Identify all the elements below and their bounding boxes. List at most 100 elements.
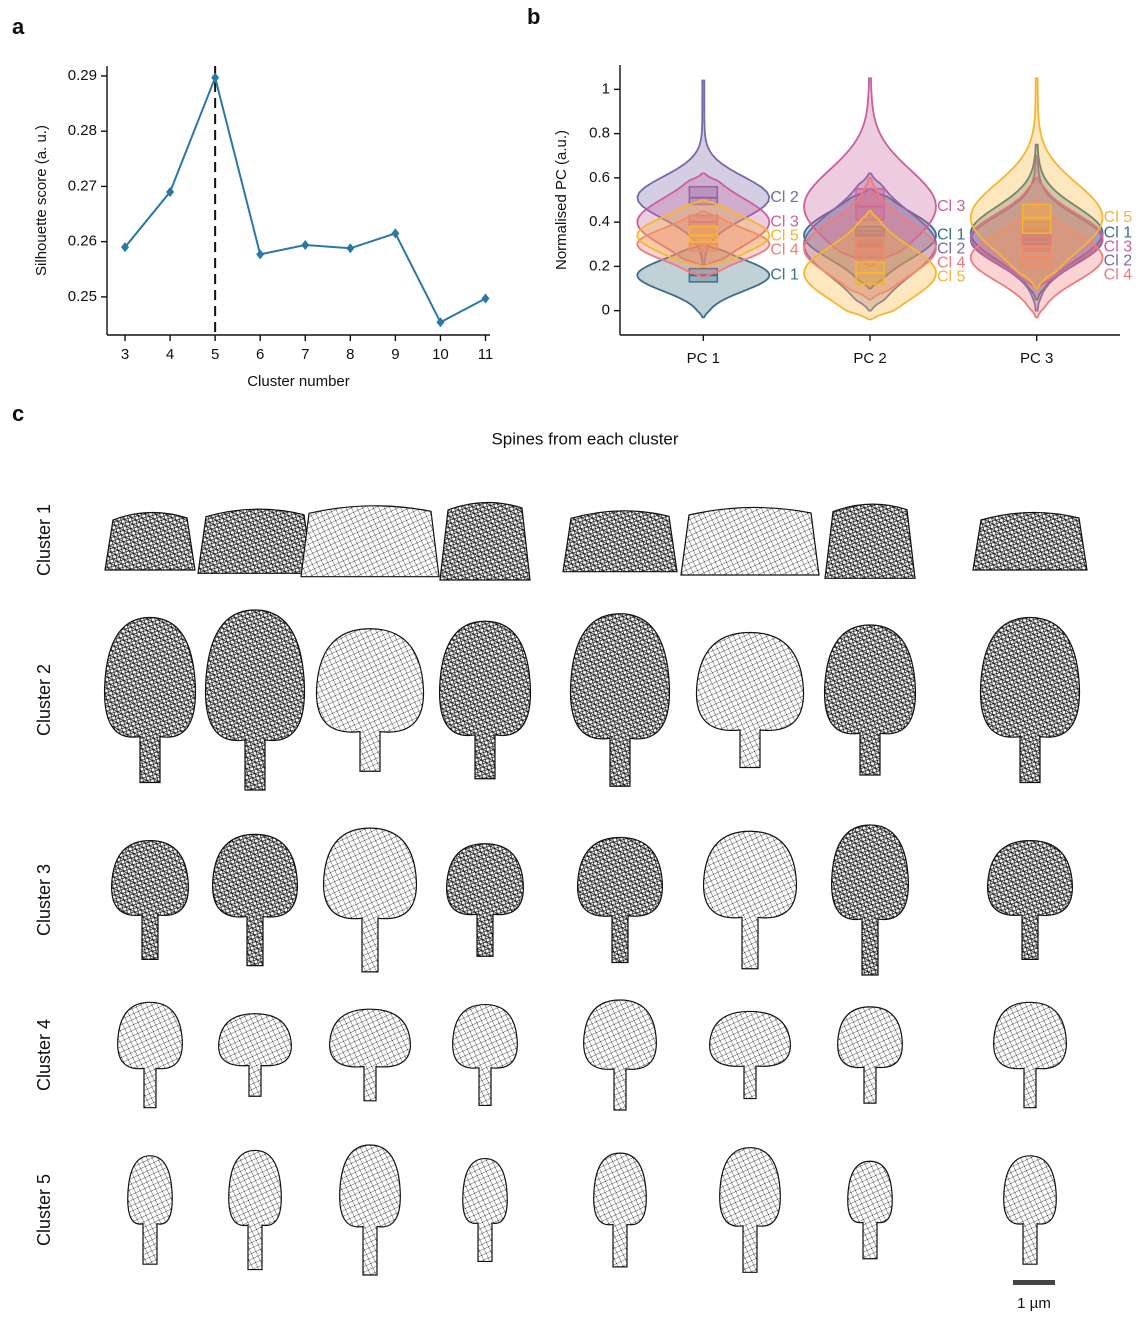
legend-label: Cl 4 [770,241,799,258]
x-tick-label: PC 2 [853,350,886,367]
y-tick-label: 0 [602,302,610,319]
row-label: Cluster 2 [34,664,54,736]
spine-mesh [300,505,440,578]
spine-mesh [823,624,917,776]
y-tick-label: 0.29 [68,67,97,84]
legend-label: Cl 2 [937,241,966,258]
spine-mesh [583,999,657,1111]
x-tick-label: 4 [166,346,174,363]
marker [166,186,175,197]
marker [391,228,400,239]
y-tick-label: 0.2 [589,257,610,274]
legend-label: Cl 3 [770,213,799,230]
row-label: Cluster 1 [34,504,54,576]
x-tick-label: PC 1 [687,350,720,367]
legend-label: Cl 1 [770,266,799,283]
spine-mesh [104,511,196,571]
spine-mesh [111,840,189,960]
legend-label: Cl 1 [1104,224,1133,241]
scale-bar [1013,1280,1055,1285]
y-tick-label: 0.6 [589,169,610,186]
panel-label: a [12,14,25,39]
spine-mesh [979,616,1081,784]
spine-mesh [1003,1155,1057,1265]
spine-mesh [972,511,1088,571]
spine-mesh [211,833,299,967]
spine-mesh [228,1149,282,1271]
spine-mesh [218,1013,292,1097]
spine-mesh [719,1147,781,1273]
spine-mesh [837,1006,903,1104]
x-tick-label: 7 [301,346,309,363]
spine-mesh [824,503,916,579]
violin [636,199,771,268]
violin [803,77,937,268]
row-label: Cluster 3 [34,864,54,936]
panel-label: b [527,4,540,29]
spine-mesh [446,843,524,957]
legend-label: Cl 3 [937,198,966,215]
x-tick-label: 11 [478,346,494,363]
spine-mesh [593,1152,647,1268]
spine-mesh [452,1003,518,1107]
y-tick-label: 0.26 [68,233,97,250]
spine-mesh [315,628,425,772]
x-tick-label: PC 3 [1020,350,1053,367]
marker [256,249,265,260]
spine-mesh [709,1010,791,1100]
box [688,185,719,206]
row-label: Cluster 4 [34,1019,54,1091]
spine-mesh [103,616,197,784]
spine-mesh [569,613,671,787]
legend-label: Cl 5 [770,227,799,244]
y-tick-label: 0.25 [68,288,97,305]
violin [969,77,1104,290]
legend-label: Cl 2 [770,189,799,206]
spine-mesh [702,830,798,970]
marker [211,72,220,83]
x-tick-label: 10 [432,346,449,363]
spine-mesh [680,506,820,576]
box [1021,245,1052,268]
y-tick-label: 0.27 [68,177,97,194]
row-label: Cluster 5 [34,1174,54,1246]
spine-mesh [993,1001,1067,1109]
spine-mesh [986,840,1074,960]
marker [436,317,445,328]
legend-label: Cl 2 [1104,252,1133,269]
box [688,225,719,243]
panel-label: c [12,401,24,426]
panel-title: Spines from each cluster [491,429,678,448]
spine-mesh [439,501,531,581]
spine-mesh [438,620,532,780]
y-tick-label: 0.4 [589,213,610,230]
y-axis-label: Normalised PC (a.u.) [553,130,570,270]
legend-label: Cl 1 [937,227,966,244]
box [1021,203,1052,234]
x-tick-label: 6 [256,346,264,363]
legend-label: Cl 4 [1104,266,1133,283]
violin [969,199,1104,319]
marker [121,242,130,253]
y-tick-label: 0.28 [68,122,97,139]
x-tick-label: 3 [121,346,129,363]
x-tick-label: 8 [346,346,354,363]
line [124,74,486,324]
marker [346,243,355,254]
x-axis-label: Cluster number [247,373,350,390]
y-axis-label: Silhouette score (a. u.) [33,125,50,276]
spine-mesh [322,827,418,973]
x-tick-label: 9 [391,346,399,363]
spine-mesh [695,631,805,769]
spine-mesh [847,1160,893,1260]
spine-mesh [562,510,678,573]
marker [481,293,490,304]
spine-mesh [576,836,664,964]
spine-mesh [329,1008,411,1102]
y-tick-label: 0.8 [589,125,610,142]
spine-mesh [117,1001,183,1109]
spine-mesh [462,1157,508,1263]
scale-bar-label: 1 µm [1017,1295,1051,1312]
spine-mesh [127,1155,173,1265]
